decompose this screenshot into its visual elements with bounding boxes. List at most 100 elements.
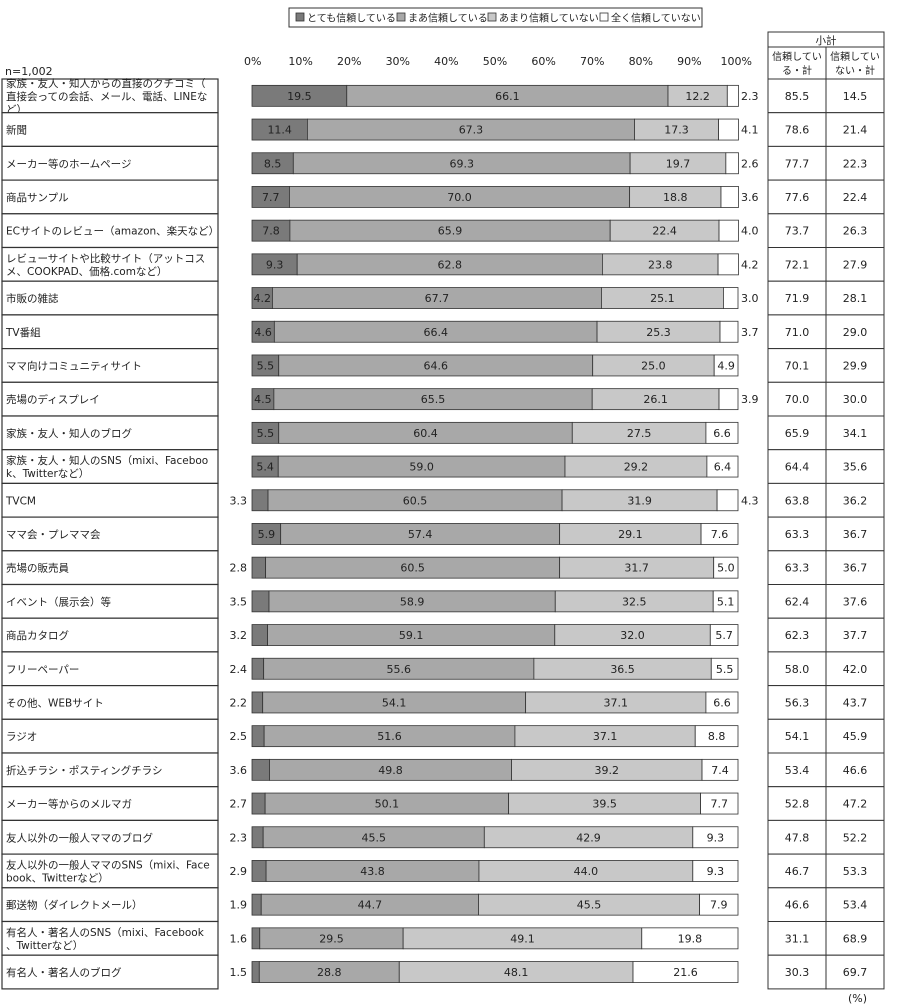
subtotal-cell — [767, 449, 827, 484]
x-tick-label: 0% — [244, 55, 261, 68]
bar-segment — [251, 657, 265, 680]
category-label: フリーペーパー — [6, 664, 79, 676]
subtotal-trust-value: 30.3 — [785, 966, 810, 979]
data-label: 7.8 — [262, 225, 280, 238]
category-label: 商品カタログ — [6, 629, 69, 642]
category-label: 商品サンプル — [6, 191, 69, 204]
chart-row: TVCM 3.3 60.5 31.9 4.3 63.8 36.2 — [1, 482, 885, 518]
category-label-box — [1, 78, 219, 114]
data-label: 60.4 — [413, 427, 438, 440]
data-label: 4.2 — [253, 292, 271, 305]
subtotal-cell — [767, 752, 827, 788]
subtotal-distrust-value: 45.9 — [843, 730, 868, 743]
data-label: 3.3 — [230, 494, 248, 507]
data-label: 59.0 — [409, 461, 434, 474]
data-label: 65.5 — [421, 393, 446, 406]
subtotal-distrust-value: 69.7 — [843, 966, 868, 979]
subtotal-cell — [825, 651, 885, 687]
category-label: 有名人・著名人のSNS（mixi、Facebook — [6, 926, 205, 939]
unit-note: (%) — [848, 992, 867, 1005]
subtotal-distrust-value: 53.3 — [843, 865, 868, 878]
bar-segment — [712, 590, 739, 613]
data-label: 42.9 — [576, 831, 601, 844]
bar-segment — [251, 826, 264, 849]
data-label: 2.3 — [741, 90, 759, 103]
subtotal-distrust-value: 29.9 — [843, 359, 868, 372]
subtotal-trust-value: 62.4 — [785, 595, 810, 608]
data-label: 7.6 — [711, 528, 729, 541]
x-tick-label: 10% — [288, 55, 312, 68]
subtotal-cell — [825, 112, 885, 147]
data-label: 32.5 — [622, 595, 647, 608]
bar-segment — [705, 421, 739, 444]
subtotal-trust-value: 31.1 — [785, 932, 810, 945]
data-label: 8.5 — [264, 157, 282, 170]
legend-entry: まあ信頼している — [408, 13, 488, 25]
data-label: 62.8 — [438, 258, 463, 271]
data-label: 7.7 — [262, 191, 280, 204]
data-label: 5.1 — [717, 595, 735, 608]
data-label: 4.1 — [741, 124, 759, 137]
data-label: 3.2 — [230, 629, 248, 642]
data-label: 6.6 — [713, 696, 731, 709]
data-label: 5.9 — [258, 528, 276, 541]
bar-segment — [251, 893, 262, 916]
data-label: 37.1 — [593, 730, 618, 743]
category-label-box — [1, 954, 219, 990]
subtotal-column-header: る・計 — [782, 64, 812, 77]
subtotal-trust-value: 46.6 — [785, 899, 810, 912]
subtotal-distrust-value: 27.9 — [843, 258, 868, 271]
data-label: 31.9 — [627, 494, 652, 507]
data-label: 3.0 — [741, 292, 759, 305]
chart-row: 家族・友人・知人のブログ 5.5 60.4 27.5 6.6 65.9 34.1 — [1, 415, 885, 451]
subtotal-cell — [825, 516, 885, 552]
category-label-box — [1, 651, 219, 687]
data-label: 44.7 — [358, 899, 383, 912]
data-label: 31.7 — [624, 562, 649, 575]
subtotal-cell — [767, 482, 827, 518]
bar-segment — [716, 489, 739, 512]
subtotal-cell — [825, 348, 885, 383]
subtotal-trust-value: 70.1 — [785, 359, 810, 372]
category-label: 郵送物（ダイレクトメール） — [6, 899, 143, 912]
subtotal-cell — [825, 213, 885, 249]
subtotal-cell — [767, 887, 827, 922]
subtotal-cell — [767, 617, 827, 653]
data-label: 69.3 — [449, 157, 474, 170]
chart-row: 新聞 11.4 67.3 17.3 4.1 78.6 21.4 — [1, 112, 885, 147]
subtotal-cell — [825, 617, 885, 653]
data-label: 45.5 — [577, 899, 602, 912]
subtotal-trust-value: 63.8 — [785, 494, 810, 507]
bar-segment — [718, 219, 739, 242]
subtotal-distrust-value: 30.0 — [843, 393, 868, 406]
subtotal-distrust-value: 46.6 — [843, 764, 868, 777]
category-label: 家族・友人・知人のブログ — [6, 427, 132, 440]
data-label: 21.6 — [673, 966, 698, 979]
data-label: 23.8 — [648, 258, 673, 271]
data-label: 11.4 — [267, 124, 292, 137]
chart-row: メーカー等のホームページ 8.5 69.3 19.7 2.6 77.7 22.3 — [1, 145, 885, 181]
bar-segment — [251, 624, 268, 646]
data-label: 2.5 — [230, 730, 248, 743]
data-label: 66.4 — [423, 326, 448, 339]
bar-segment — [251, 961, 260, 983]
subtotal-distrust-value: 14.5 — [843, 90, 868, 103]
data-label: 2.7 — [230, 798, 248, 811]
data-label: 64.6 — [423, 359, 448, 372]
subtotal-cell — [825, 853, 885, 889]
category-label: 、Twitterなど） — [6, 940, 83, 952]
subtotal-distrust-value: 36.7 — [843, 562, 868, 575]
subtotal-cell — [825, 482, 885, 518]
chart-row: ママ向けコミュニティサイト 5.5 64.6 25.0 4.9 70.1 29.9 — [1, 348, 885, 383]
data-label: 28.8 — [317, 966, 342, 979]
bar-segment — [251, 489, 269, 512]
legend-swatch — [599, 12, 609, 22]
data-label: 8.8 — [708, 730, 726, 743]
category-label-box — [1, 887, 219, 923]
subtotal-cell — [767, 381, 827, 417]
data-label: 48.1 — [504, 966, 529, 979]
data-label: 57.4 — [408, 528, 433, 541]
x-axis: 0% 10% 20% 30% 40% 50% 60% 70% 80% 90% 100% — [244, 55, 752, 68]
data-label: 7.9 — [710, 899, 728, 912]
data-label: 19.8 — [678, 932, 703, 945]
